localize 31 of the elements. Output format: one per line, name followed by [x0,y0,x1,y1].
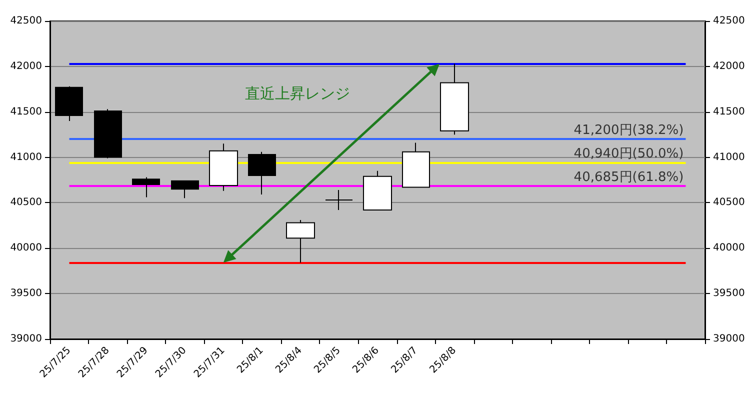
y2-tick-label: 39000 [713,334,745,344]
y2-tick-label: 42000 [713,60,745,72]
y2-tick-label: 39500 [713,288,745,300]
candlestick [132,176,160,198]
candlestick [55,86,83,122]
y-tick-label: 39000 [10,334,42,344]
y-tick-label: 40500 [10,197,42,208]
candlestick [402,142,430,188]
annotation: 直近上昇レンジ [245,84,350,102]
y2-tick-label: 40500 [713,197,745,208]
candlestick [209,143,238,192]
y2-tick-label: 41000 [713,152,745,163]
y-tick-label: 41500 [10,106,42,118]
candlestick [325,189,353,210]
candlestick [248,151,276,196]
ref-line-label: 40,940円(50.0%) [574,146,684,162]
y-tick-label: 40000 [10,242,42,254]
y2-tick-label: 40000 [713,242,745,254]
ref-line-label: 41,200円(38.2%) [574,123,684,138]
y-tick-label: 42500 [10,16,42,26]
y2-tick-label: 41500 [713,106,745,118]
y-tick-label: 39500 [10,288,42,300]
y-tick-label: 42000 [10,60,42,72]
y2-tick-label: 42500 [713,16,745,26]
y-tick-label: 41000 [10,152,42,163]
candlestick [171,180,199,199]
candlestick [363,170,392,210]
ref-line-label: 40,685円(61.8%) [574,170,684,185]
candlestick [440,63,469,136]
candlestick [94,108,122,159]
candlestick [286,219,315,264]
